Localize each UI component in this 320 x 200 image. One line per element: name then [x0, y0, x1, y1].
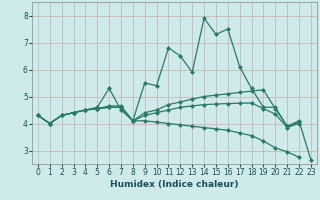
X-axis label: Humidex (Indice chaleur): Humidex (Indice chaleur)	[110, 180, 239, 189]
